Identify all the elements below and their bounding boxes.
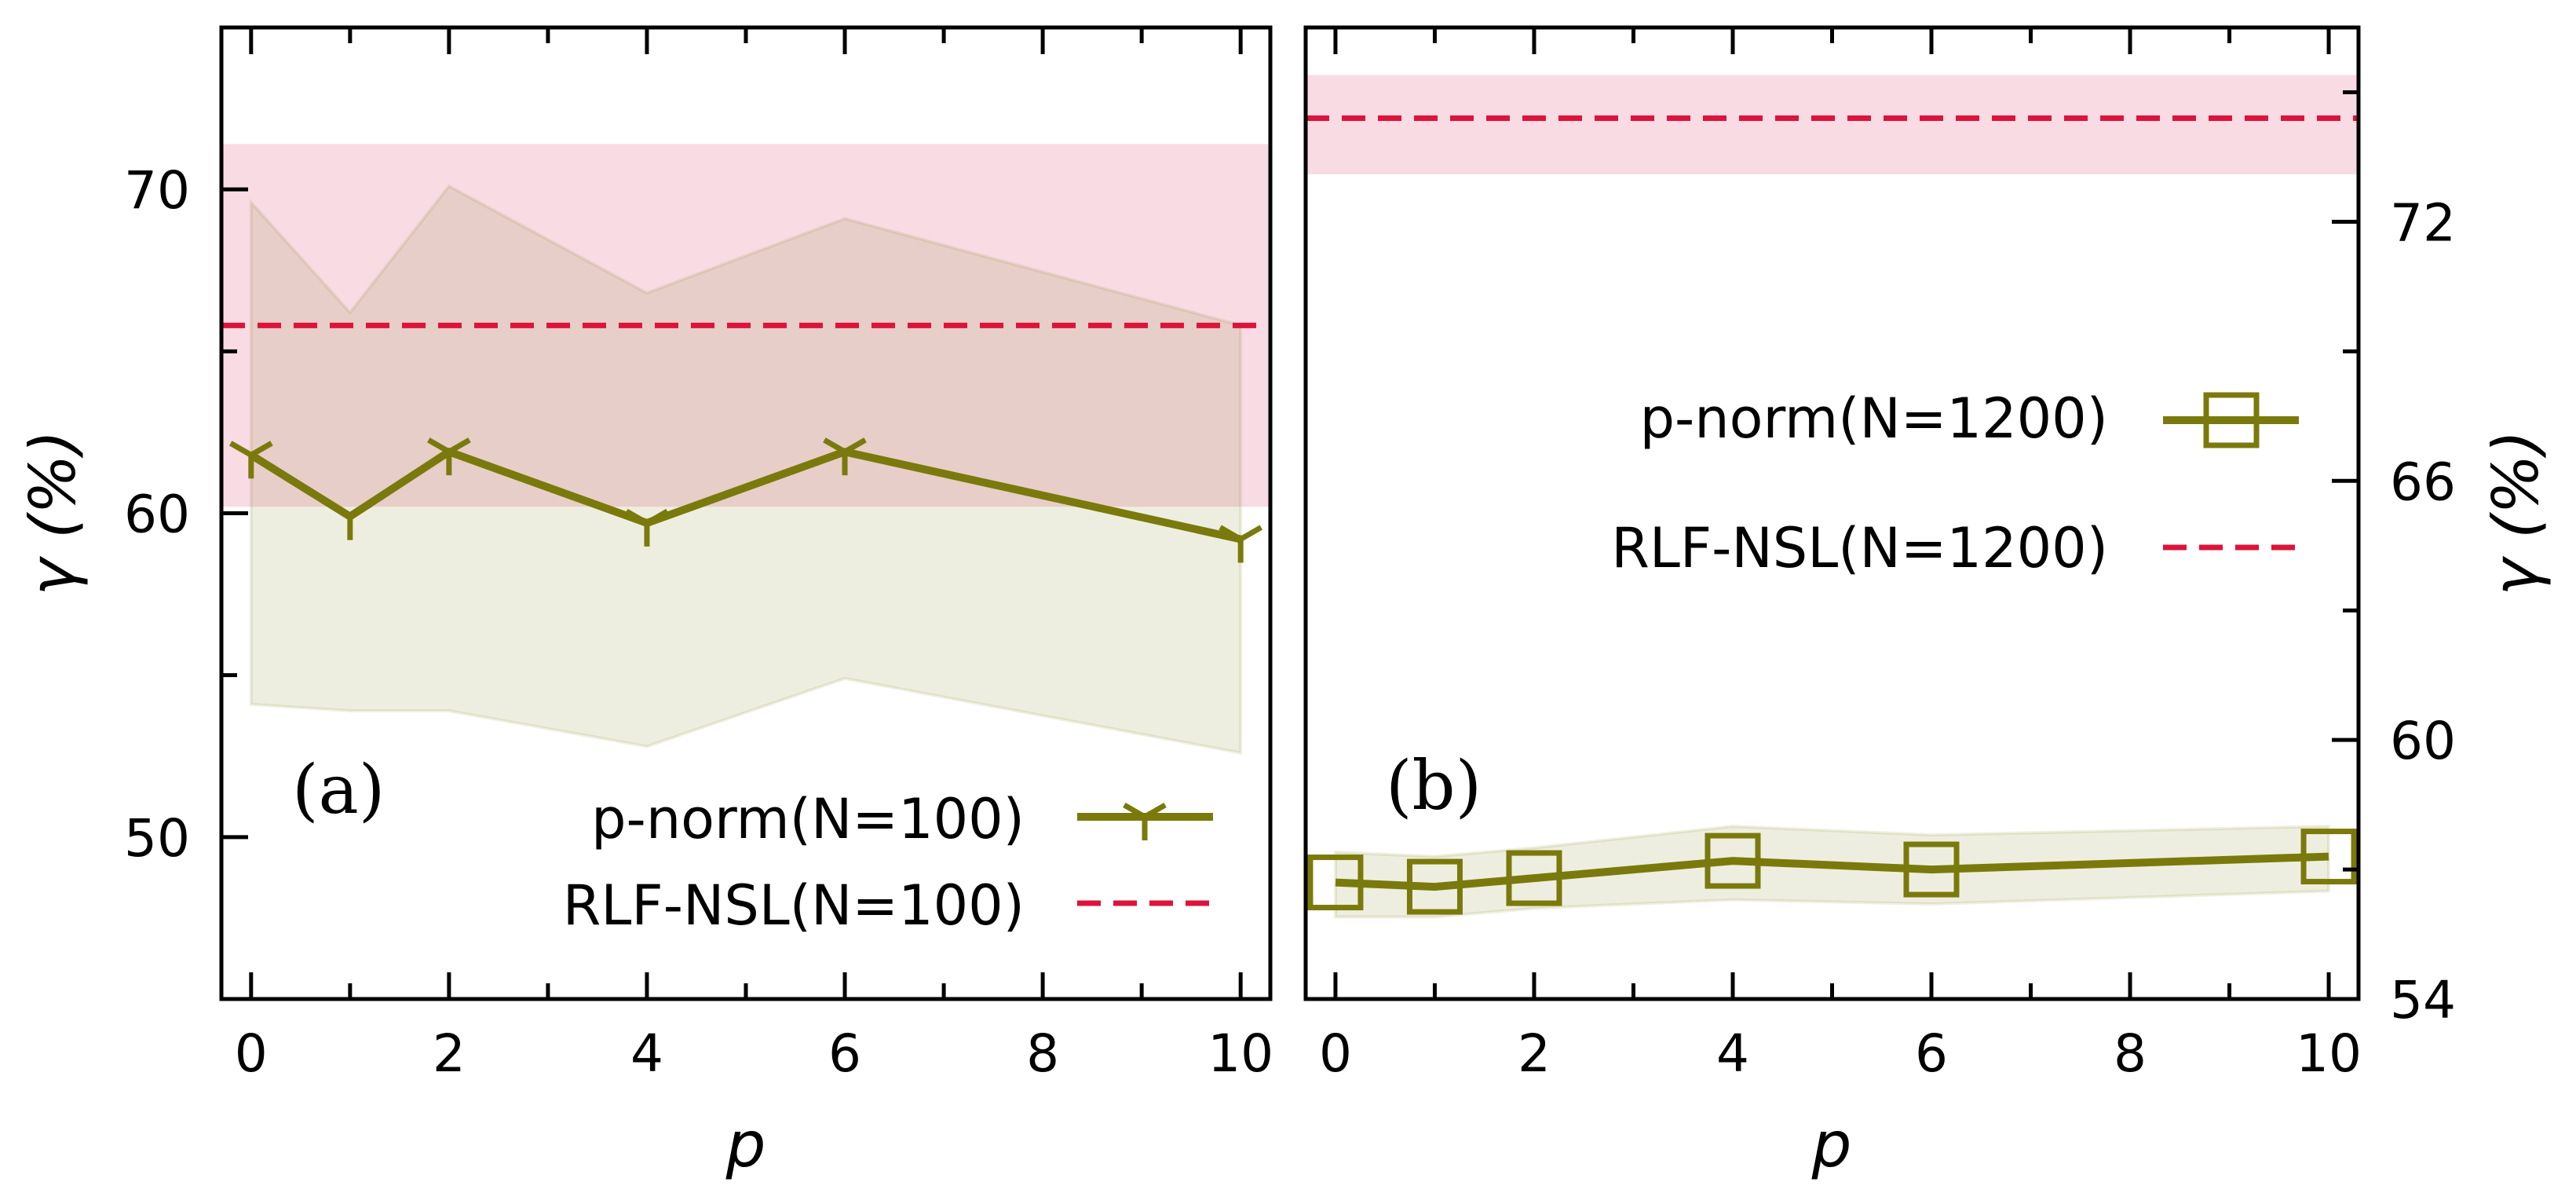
panel-a-ticks	[221, 25, 1243, 1001]
y-axis-label-b: γ (%)	[2479, 430, 2552, 595]
panel-a: 0 2 4 6 8 10 50 60 70 p γ (%) (a) p-norm(N=100)…	[16, 25, 1273, 1181]
panel-b-y-tick-labels: 54 60 66 72	[2390, 192, 2456, 1030]
y-tick-label: 72	[2390, 192, 2456, 253]
legend-sample-pnorm-a	[1077, 802, 1213, 840]
p-norm-marker	[823, 437, 867, 476]
panel-b-ticks	[1333, 27, 2359, 1001]
x-tick-label: 4	[1716, 1023, 1749, 1084]
x-tick-label: 8	[2114, 1023, 2147, 1084]
legend-label-pnorm-a: p-norm(N=100)	[591, 787, 1025, 851]
x-tick-label: 6	[828, 1023, 861, 1084]
y-tick-label: 54	[2390, 970, 2456, 1030]
p-norm-markers-b	[1307, 829, 2357, 915]
p-norm-marker	[1219, 525, 1263, 563]
y-tick-label: 66	[2390, 452, 2456, 512]
panel-b-plot-area	[1306, 75, 2359, 919]
p-norm-marker	[1506, 850, 1562, 906]
p-norm-markers-a	[228, 437, 1263, 563]
x-tick-label: 10	[1208, 1023, 1273, 1084]
p-norm-marker	[1705, 833, 1761, 889]
legend-label-rlf-a: RLF-NSL(N=100)	[563, 873, 1025, 938]
p-norm-marker	[1307, 855, 1364, 911]
y-axis-label-a: γ (%)	[16, 430, 90, 595]
x-axis-label-b: p	[1811, 1108, 1852, 1181]
legend-b: p-norm(N=1200) RLF-NSL(N=1200)	[1611, 386, 2299, 580]
legend-a: p-norm(N=100) RLF-NSL(N=100)	[563, 787, 1213, 938]
x-tick-label: 6	[1915, 1023, 1948, 1084]
legend-marker-pnorm-a	[1123, 802, 1167, 840]
p-norm-marker	[1903, 841, 1960, 898]
x-tick-label: 10	[2296, 1023, 2362, 1084]
y-tick-label: 60	[2390, 711, 2456, 771]
panel-a-y-tick-labels: 50 60 70	[124, 160, 190, 869]
x-tick-label: 0	[1319, 1023, 1352, 1084]
x-tick-label: 2	[1518, 1023, 1551, 1084]
panel-a-x-tick-labels: 0 2 4 6 8 10	[235, 1023, 1273, 1084]
x-tick-label: 0	[235, 1023, 268, 1084]
p-norm-marker	[328, 502, 372, 540]
panel-b-x-tick-labels: 0 2 4 6 8 10	[1319, 1023, 2362, 1084]
legend-label-pnorm-b: p-norm(N=1200)	[1640, 386, 2108, 451]
legend-label-rlf-b: RLF-NSL(N=1200)	[1611, 516, 2108, 580]
y-tick-label: 70	[124, 160, 190, 221]
x-tick-label: 4	[630, 1023, 663, 1084]
p-norm-marker	[1406, 858, 1463, 915]
p-norm-band-b	[1334, 825, 2330, 919]
panel-b: 0 2 4 6 8 10 54 60 66 72 p γ (%) (b) p-norm(N=12…	[1303, 25, 2552, 1181]
y-tick-label: 50	[124, 808, 190, 869]
panel-tag-b: (b)	[1386, 747, 1482, 825]
rlf-nsl-band-b	[1306, 75, 2359, 174]
x-axis-label-a: p	[725, 1108, 766, 1181]
panel-tag-a: (a)	[292, 751, 385, 829]
p-norm-marker	[427, 437, 471, 476]
p-norm-marker	[2300, 829, 2357, 885]
x-tick-label: 8	[1026, 1023, 1059, 1084]
p-norm-marker	[625, 508, 669, 547]
x-tick-label: 2	[433, 1023, 466, 1084]
legend-marker-pnorm-b	[2203, 392, 2260, 448]
p-norm-line-b	[1335, 852, 2329, 891]
y-tick-label: 60	[124, 485, 190, 545]
p-norm-marker	[228, 441, 273, 479]
panel-a-plot-area	[221, 144, 1270, 756]
legend-sample-pnorm-b	[2163, 392, 2299, 448]
